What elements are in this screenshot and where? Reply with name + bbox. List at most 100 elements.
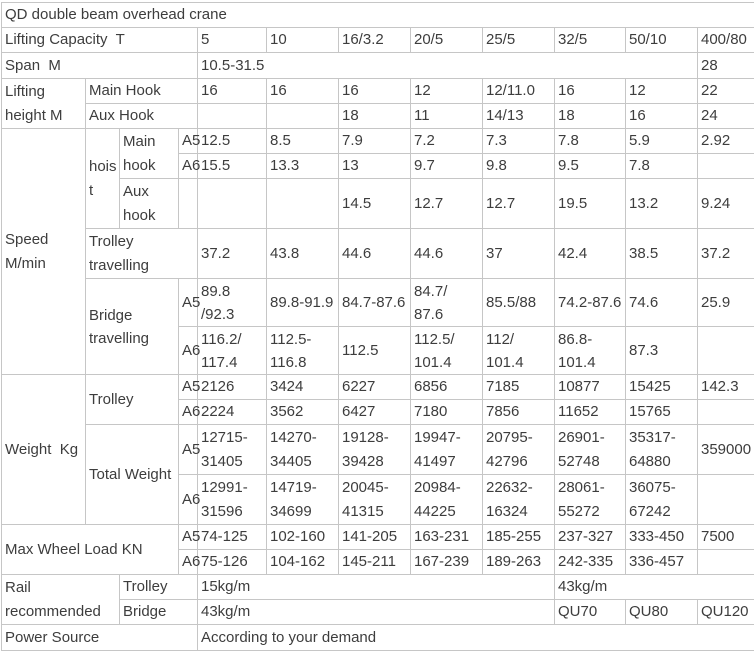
speed-main-a6-cell: 9.8: [482, 153, 555, 179]
speed-main-a6-cell: 9.7: [410, 153, 483, 179]
row-label-speed: Speed M/min: [1, 128, 86, 375]
weight-total-a6-cell: 12991- 31596: [197, 474, 267, 525]
height-main-cell: 16: [554, 78, 626, 104]
weight-trolley-a6-cell: 11652: [554, 399, 626, 425]
capacity-cell: 50/10: [625, 27, 698, 53]
grade-label-a5: A5: [178, 128, 200, 154]
speed-main-a6-cell: 13.3: [266, 153, 339, 179]
grade-label-a6: A6: [178, 153, 200, 179]
speed-main-a5-cell: 7.3: [482, 128, 555, 154]
weight-trolley-a5-cell: 6856: [410, 374, 483, 400]
span-range-cell: 10.5-31.5: [197, 52, 698, 79]
span-last-cell: 28: [697, 52, 754, 79]
speed-bridge-a6-cell: 112.5: [338, 326, 411, 375]
row-label-hoist: hoist: [85, 128, 120, 229]
row-label-hoist-aux-hook: Aux hook: [119, 178, 179, 229]
max-wheel-a5-cell: 141-205: [338, 524, 411, 550]
row-label-rail-bridge: Bridge: [119, 599, 198, 625]
capacity-cell: 25/5: [482, 27, 555, 53]
grade-label-a5: A5: [178, 278, 200, 327]
max-wheel-a6-cell: [697, 549, 754, 575]
speed-main-a5-cell: 2.92: [697, 128, 754, 154]
grade-label-a5: A5: [178, 424, 200, 475]
weight-trolley-a6-cell: 7856: [482, 399, 555, 425]
speed-aux-cell: [266, 178, 339, 229]
speed-bridge-a6-cell: 112.5- 116.8: [266, 326, 339, 375]
grade-cell-empty: [178, 178, 198, 229]
speed-bridge-a5-cell: 84.7-87.6: [338, 278, 411, 327]
height-aux-cell: 18: [338, 103, 411, 129]
row-label-bridge-travelling: Bridge travelling: [85, 278, 179, 375]
height-aux-cell: 11: [410, 103, 483, 129]
height-main-cell: 12: [410, 78, 483, 104]
speed-main-a5-cell: 7.9: [338, 128, 411, 154]
speed-bridge-a5-cell: 74.2-87.6: [554, 278, 626, 327]
weight-trolley-a6-cell: 15765: [625, 399, 698, 425]
row-label-weight-trolley: Trolley: [85, 374, 179, 425]
weight-trolley-a6-cell: 2224: [197, 399, 267, 425]
rail-bridge-qu-cell: QU70: [554, 599, 626, 625]
height-aux-cell: 16: [625, 103, 698, 129]
speed-aux-cell: 19.5: [554, 178, 626, 229]
capacity-cell: 16/3.2: [338, 27, 411, 53]
grade-label-a6: A6: [178, 399, 200, 425]
row-label-main-hook: Main Hook: [85, 78, 198, 104]
max-wheel-a5-cell: 185-255: [482, 524, 555, 550]
max-wheel-a6-cell: 145-211: [338, 549, 411, 575]
weight-trolley-a5-cell: 3424: [266, 374, 339, 400]
speed-aux-cell: 13.2: [625, 178, 698, 229]
max-wheel-a6-cell: 75-126: [197, 549, 267, 575]
weight-total-a6-cell: [697, 474, 754, 525]
speed-bridge-a6-cell: 87.3: [625, 326, 698, 375]
weight-trolley-a5-cell: 7185: [482, 374, 555, 400]
weight-total-a6-cell: 20045- 41315: [338, 474, 411, 525]
speed-bridge-a5-cell: 84.7/ 87.6: [410, 278, 483, 327]
speed-trolley-cell: 44.6: [338, 228, 411, 279]
power-source-value-cell: According to your demand: [197, 624, 754, 651]
speed-main-a6-cell: 15.5: [197, 153, 267, 179]
max-wheel-a5-cell: 237-327: [554, 524, 626, 550]
speed-trolley-cell: 43.8: [266, 228, 339, 279]
weight-total-a5-cell: 19128- 39428: [338, 424, 411, 475]
speed-aux-cell: 9.24: [697, 178, 754, 229]
speed-aux-cell: 14.5: [338, 178, 411, 229]
weight-trolley-a6-cell: 3562: [266, 399, 339, 425]
max-wheel-a6-cell: 189-263: [482, 549, 555, 575]
max-wheel-a6-cell: 167-239: [410, 549, 483, 575]
speed-main-a6-cell: 13: [338, 153, 411, 179]
weight-total-a6-cell: 20984- 44225: [410, 474, 483, 525]
speed-bridge-a6-cell: 112.5/ 101.4: [410, 326, 483, 375]
table-title: QD double beam overhead crane: [1, 2, 754, 28]
speed-main-a5-cell: 7.8: [554, 128, 626, 154]
speed-bridge-a5-cell: 74.6: [625, 278, 698, 327]
row-label-aux-hook: Aux Hook: [85, 103, 198, 129]
weight-total-a6-cell: 36075- 67242: [625, 474, 698, 525]
weight-trolley-a5-cell: 10877: [554, 374, 626, 400]
height-aux-cell: 18: [554, 103, 626, 129]
rail-bridge-qu-cell: QU120: [697, 599, 754, 625]
speed-trolley-cell: 38.5: [625, 228, 698, 279]
grade-label-a5: A5: [178, 524, 200, 550]
grade-label-a6: A6: [178, 326, 200, 375]
speed-trolley-cell: 37.2: [197, 228, 267, 279]
weight-trolley-a6-cell: [697, 399, 754, 425]
weight-total-a5-cell: 20795- 42796: [482, 424, 555, 475]
weight-total-a5-cell: 19947- 41497: [410, 424, 483, 475]
grade-label-a5: A5: [178, 374, 200, 400]
height-aux-cell: 24: [697, 103, 754, 129]
row-label-lifting-height: Lifting height M: [1, 78, 86, 129]
weight-trolley-a6-cell: 7180: [410, 399, 483, 425]
row-label-power-source: Power Source: [1, 624, 198, 651]
speed-aux-cell: [197, 178, 267, 229]
height-aux-cell: [266, 103, 339, 129]
row-label-rail-trolley: Trolley: [119, 574, 198, 600]
speed-trolley-cell: 37: [482, 228, 555, 279]
row-label-trolley-travelling: Trolley travelling: [85, 228, 198, 279]
speed-bridge-a5-cell: 89.8-91.9: [266, 278, 339, 327]
capacity-cell: 5: [197, 27, 267, 53]
row-label-hoist-main-hook: Main hook: [119, 128, 179, 179]
row-label-max-wheel-load: Max Wheel Load KN: [1, 524, 179, 575]
grade-label-a6: A6: [178, 549, 200, 575]
height-aux-cell: [197, 103, 267, 129]
